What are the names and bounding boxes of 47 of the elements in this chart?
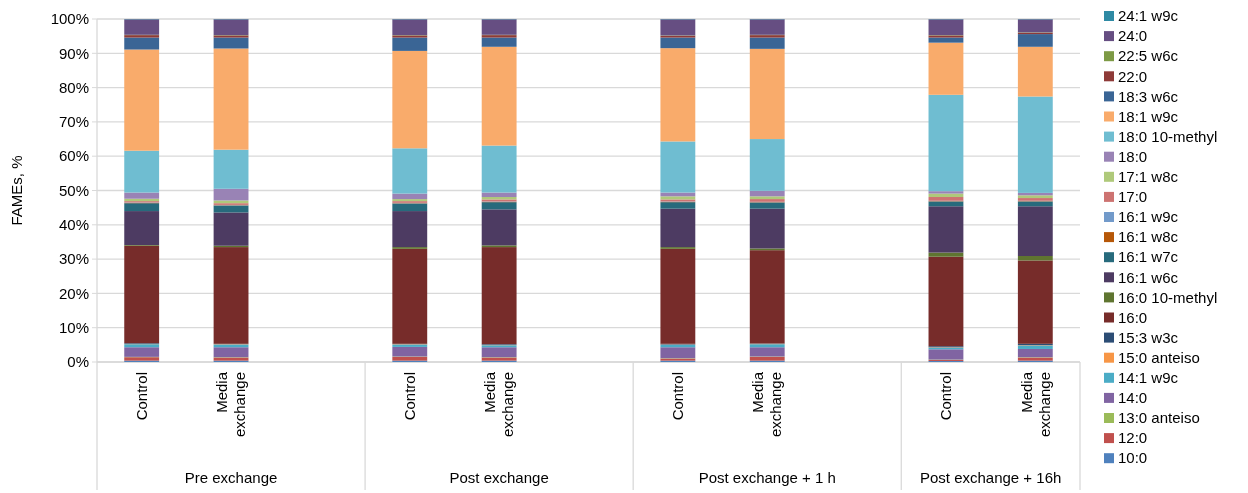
legend-label: 18:0 bbox=[1118, 147, 1148, 165]
legend-label: 14:0 bbox=[1118, 389, 1148, 407]
x-tick-label: Media exchange bbox=[1017, 371, 1053, 438]
x-tick-label: Control bbox=[132, 372, 150, 421]
legend-label: 16:1 w7c bbox=[1118, 248, 1179, 266]
legend-label: 14:1 w9c bbox=[1118, 369, 1179, 387]
x-tick-label: Media exchange bbox=[481, 371, 517, 438]
legend-label: 24:1 w9c bbox=[1118, 7, 1179, 25]
y-tick-label: 30% bbox=[58, 250, 89, 268]
y-tick-label: 0% bbox=[67, 353, 89, 371]
legend-label: 10:0 bbox=[1118, 449, 1148, 467]
legend-label: 24:0 bbox=[1118, 27, 1148, 45]
text: Pre exchange bbox=[184, 469, 278, 486]
legend-label: 16:0 bbox=[1118, 308, 1148, 326]
y-tick-label: 80% bbox=[58, 78, 89, 96]
legend-label: 17:1 w8c bbox=[1118, 168, 1179, 186]
legend-label: 16:1 w9c bbox=[1118, 208, 1179, 226]
legend-label: 16:0 10-methyl bbox=[1118, 288, 1218, 306]
y-tick-label: 10% bbox=[58, 318, 89, 336]
y-tick-label: 70% bbox=[58, 113, 89, 131]
legend-label: 16:1 w6c bbox=[1118, 268, 1179, 286]
x-tick-label: Control bbox=[937, 372, 955, 421]
text: Post exchange + 16h bbox=[919, 469, 1062, 486]
legend-label: 15:3 w3c bbox=[1118, 328, 1179, 346]
legend-label: 16:1 w8c bbox=[1118, 228, 1179, 246]
y-tick-label: 90% bbox=[58, 44, 89, 62]
legend-label: 13:0 anteiso bbox=[1118, 409, 1200, 427]
legend-label: 22:0 bbox=[1118, 67, 1148, 85]
y-tick-label: 40% bbox=[58, 216, 89, 234]
legend-label: 15:0 anteiso bbox=[1118, 348, 1200, 366]
x-tick-label: Control bbox=[669, 372, 687, 421]
x-tick-label: Media exchange bbox=[749, 371, 785, 438]
legend-label: 18:0 10-methyl bbox=[1118, 127, 1218, 145]
text: Post exchange + 1 h bbox=[698, 469, 836, 486]
y-tick-label: 20% bbox=[58, 284, 89, 302]
legend-label: 18:3 w6c bbox=[1118, 87, 1179, 105]
legend-label: 12:0 bbox=[1118, 429, 1148, 447]
y-tick-label: 50% bbox=[58, 181, 89, 199]
legend-label: 17:0 bbox=[1118, 188, 1148, 206]
y-tick-label: 100% bbox=[50, 10, 89, 28]
text: Post exchange bbox=[449, 469, 549, 486]
y-axis-title: FAMEs, % bbox=[8, 155, 25, 226]
x-tick-label: Media exchange bbox=[213, 371, 249, 438]
legend-label: 22:5 w6c bbox=[1118, 47, 1179, 65]
y-tick-label: 60% bbox=[58, 147, 89, 165]
x-tick-label: Control bbox=[401, 372, 419, 421]
legend-label: 18:1 w9c bbox=[1118, 107, 1179, 125]
